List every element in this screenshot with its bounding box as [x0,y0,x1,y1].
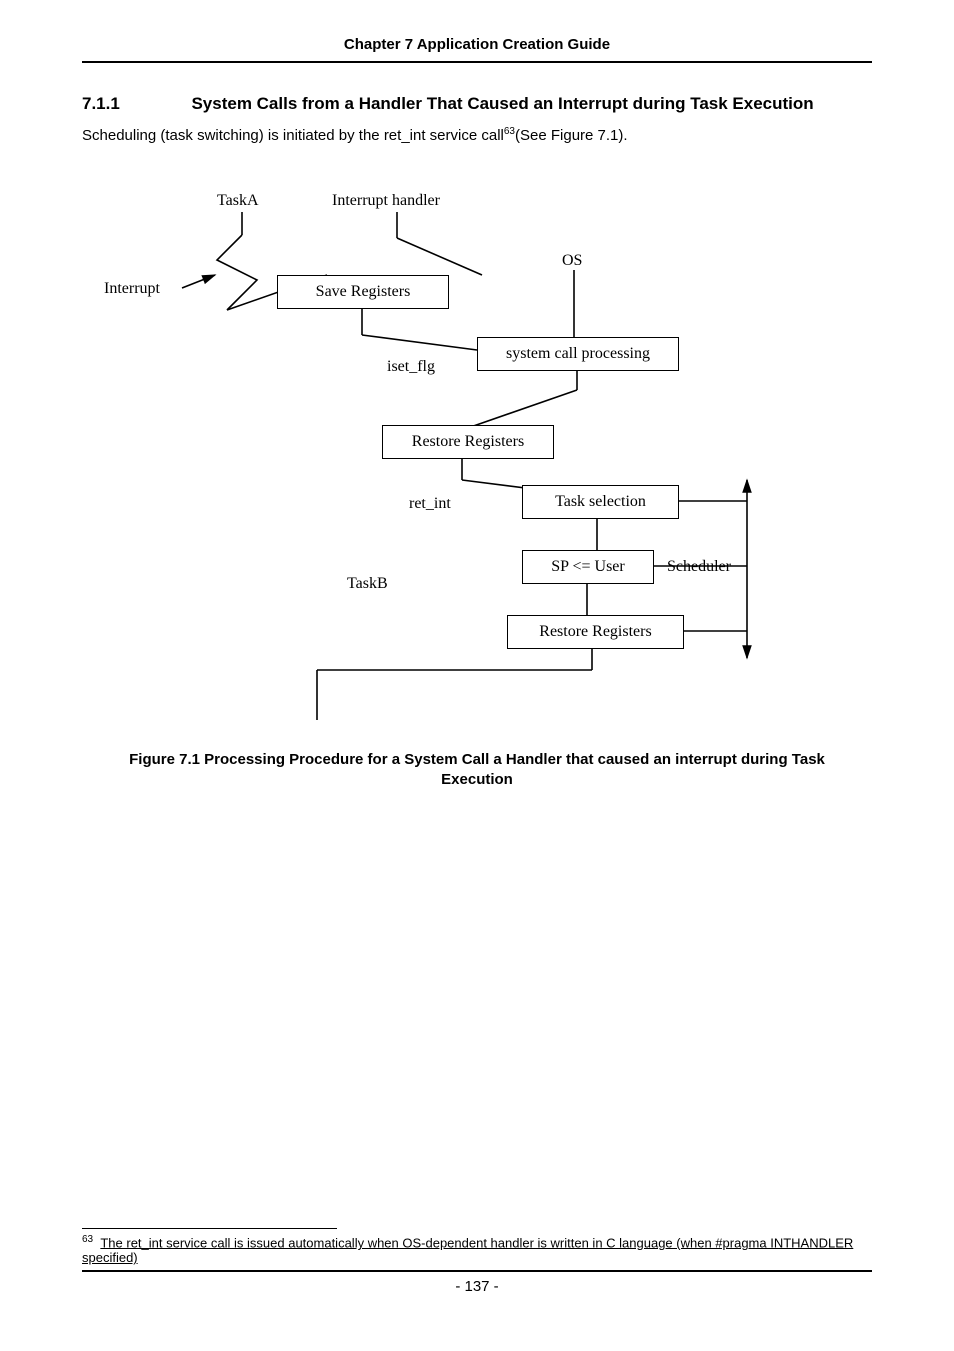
section-heading: 7.1.1 System Calls from a Handler That C… [82,94,872,114]
footnote-ref: 63 [504,126,515,137]
section-title: System Calls from a Handler That Caused … [191,94,813,114]
intro-post: (See Figure 7.1). [515,127,628,144]
label-os: OS [562,252,582,270]
label-interrupt: Interrupt [104,280,160,298]
label-ret-int: ret_int [409,495,451,513]
box-restore-registers-1: Restore Registers [382,425,554,459]
figure-caption-line1: Figure 7.1 Processing Procedure for a Sy… [129,751,825,768]
figure-caption-line2: Execution [441,771,513,788]
label-taskB: TaskB [347,575,388,593]
footnote-number: 63 [82,1234,93,1245]
label-iset-flg: iset_flg [387,358,435,376]
box-save-registers: Save Registers [277,275,449,309]
label-scheduler: Scheduler [667,558,731,576]
section-number: 7.1.1 [82,94,187,114]
page-number: - 137 - [0,1278,954,1295]
header-rule [82,61,872,63]
label-interrupt-handler: Interrupt handler [332,192,440,210]
footnote: 63 The ret_int service call is issued au… [82,1234,872,1265]
box-sp-user: SP <= User [522,550,654,584]
footnote-rule [82,1228,337,1229]
chapter-title: Chapter 7 Application Creation Guide [344,36,610,53]
intro-pre: Scheduling (task switching) is initiated… [82,127,504,144]
page-container: Chapter 7 Application Creation Guide 7.1… [0,0,954,1351]
page-header: Chapter 7 Application Creation Guide [82,36,872,59]
footer-rule [82,1270,872,1272]
box-system-call: system call processing [477,337,679,371]
figure-diagram: TaskA Interrupt handler OS Interrupt ise… [82,180,872,725]
footnote-text: The ret_int service call is issued autom… [82,1235,853,1265]
label-taskA: TaskA [217,192,259,210]
box-task-selection: Task selection [522,485,679,519]
intro-paragraph: Scheduling (task switching) is initiated… [82,126,628,144]
figure-caption: Figure 7.1 Processing Procedure for a Sy… [82,750,872,791]
box-restore-registers-2: Restore Registers [507,615,684,649]
